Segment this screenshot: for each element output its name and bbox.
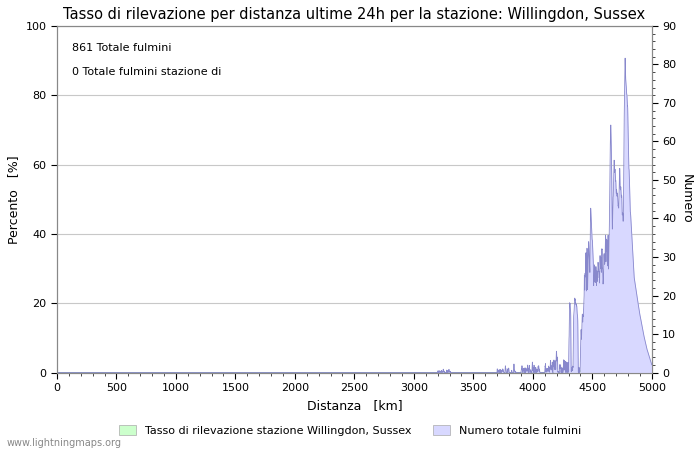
Title: Tasso di rilevazione per distanza ultime 24h per la stazione: Willingdon, Sussex: Tasso di rilevazione per distanza ultime… — [63, 7, 645, 22]
X-axis label: Distanza   [km]: Distanza [km] — [307, 399, 402, 412]
Text: 0 Totale fulmini stazione di: 0 Totale fulmini stazione di — [72, 68, 221, 77]
Text: 861 Totale fulmini: 861 Totale fulmini — [72, 43, 172, 53]
Y-axis label: Numero: Numero — [680, 175, 693, 224]
Y-axis label: Percento   [%]: Percento [%] — [7, 155, 20, 243]
Text: www.lightningmaps.org: www.lightningmaps.org — [7, 438, 122, 448]
Legend: Tasso di rilevazione stazione Willingdon, Sussex, Numero totale fulmini: Tasso di rilevazione stazione Willingdon… — [115, 420, 585, 440]
